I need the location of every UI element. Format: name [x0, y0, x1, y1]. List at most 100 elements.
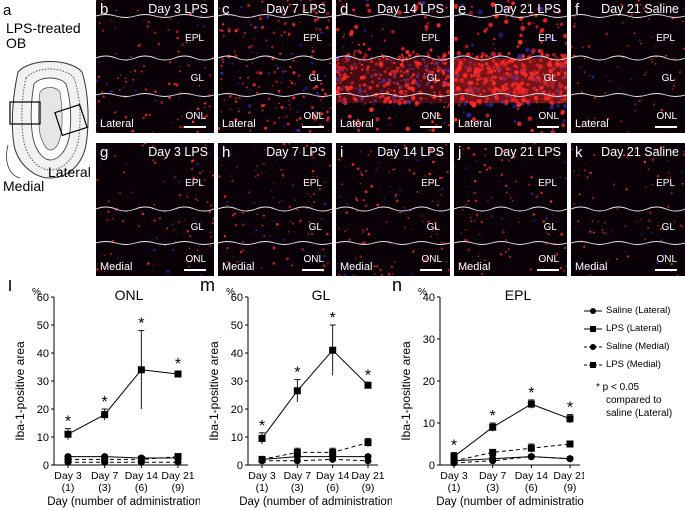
micrograph-image: [218, 0, 332, 133]
layer-label-epl: EPL: [185, 178, 204, 189]
data-point: [450, 453, 458, 461]
micrograph-d: d Day 14 LPS EPL GL ONL Lateral: [336, 0, 450, 133]
micrograph-image: [336, 144, 450, 276]
scale-bar: [655, 269, 677, 271]
data-point: [174, 453, 182, 461]
x-tick-sublabel: (3): [98, 482, 111, 494]
x-tick-sublabel: (9): [172, 482, 185, 494]
layer-label-onl: ONL: [538, 254, 559, 265]
data-point: [566, 455, 574, 463]
x-tick-label: Day 7: [284, 470, 312, 482]
y-tick-label: 40: [37, 348, 49, 360]
y-tick-label: 60: [37, 292, 49, 304]
data-point: [64, 455, 72, 463]
y-tick-label: 60: [231, 292, 243, 304]
data-point: [527, 453, 535, 461]
y-tick-label: 40: [231, 348, 243, 360]
layer-label-gl: GL: [308, 222, 322, 233]
data-point: [527, 444, 535, 452]
micrograph-j: j Day 21 LPS EPL GL ONL Medial: [454, 143, 567, 276]
schematic-title-2: OB: [6, 35, 27, 51]
tile-letter: i: [340, 144, 344, 161]
x-tick-sublabel: (1): [256, 482, 269, 494]
scale-bar: [655, 126, 677, 128]
y-axis-label: Iba-1-positive area: [13, 341, 27, 441]
chart-title: ONL: [115, 287, 144, 303]
micrograph-f: f Day 21 Saline EPL GL ONL Lateral: [571, 0, 685, 133]
data-point: [329, 455, 337, 463]
layer-label-onl: ONL: [185, 254, 206, 265]
tile-letter: e: [458, 1, 467, 18]
layer-label-gl: GL: [190, 72, 204, 84]
y-unit: %: [32, 287, 41, 298]
data-point: [137, 366, 145, 374]
y-unit: %: [418, 287, 427, 298]
layer-label-gl: GL: [190, 222, 204, 233]
x-axis-label: Day (number of administrations): [239, 496, 392, 508]
series-line: [453, 443, 571, 462]
x-tick-sublabel: (6): [326, 482, 339, 494]
data-point: [364, 457, 372, 465]
significance-star: *: [294, 365, 300, 382]
scale-bar: [302, 126, 324, 128]
region-label: Lateral: [575, 118, 609, 130]
scale-bar: [184, 269, 206, 271]
tile-letter: f: [575, 1, 580, 18]
data-point: [566, 415, 574, 423]
layer-label-onl: ONL: [303, 111, 324, 122]
layer-label-gl: GL: [543, 222, 557, 233]
significance-star: *: [102, 394, 108, 411]
tile-letter: j: [458, 144, 462, 161]
micrograph-image: [454, 0, 567, 133]
chart-l: 0 10 20 30 40 50 60 Day 3(1) Day 7(3) Day 14(6) Da…: [8, 280, 200, 508]
micrograph-image: [96, 143, 214, 276]
data-point: [101, 455, 109, 463]
significance-note-3: saline (Lateral): [606, 408, 673, 419]
tile-title: Day 14 LPS: [377, 145, 444, 159]
chart-n: 0 10 20 30 40 Day 3(1) Day 7(3) Day 14(6) Day 21…: [392, 280, 584, 508]
data-point: [101, 411, 109, 419]
x-tick-sublabel: (6): [135, 482, 148, 494]
significance-star: *: [330, 310, 336, 327]
micrograph-c: c Day 7 LPS EPL GL ONL Lateral: [218, 0, 332, 133]
x-tick-sublabel: (9): [362, 482, 375, 494]
region-label: Medial: [100, 261, 133, 273]
schematic-label-lateral: Lateral: [48, 164, 91, 180]
x-tick-label: Day 14: [515, 470, 548, 482]
legend-item-lps-lateral: LPS (Lateral): [606, 323, 662, 334]
y-tick-label: 20: [423, 376, 435, 388]
data-point: [364, 381, 372, 389]
tile-letter: d: [340, 1, 349, 18]
legend-item-saline-medial: Saline (Medial): [606, 341, 670, 352]
series-line: [261, 456, 368, 460]
x-tick-label: Day 21: [553, 470, 584, 482]
layer-label-epl: EPL: [303, 178, 322, 189]
micrograph-image: [336, 0, 450, 133]
tile-letter: g: [100, 144, 109, 161]
significance-star: *: [175, 356, 181, 373]
significance-star: *: [490, 408, 496, 425]
region-label: Medial: [222, 261, 255, 273]
y-axis-label: Iba-1-positive area: [207, 341, 221, 441]
micrograph-image: [571, 0, 685, 133]
legend-item-saline-lateral: Saline (Lateral): [606, 305, 671, 316]
significance-star: *: [65, 414, 71, 431]
data-point: [174, 458, 182, 466]
x-tick-label: Day 14: [316, 470, 349, 482]
layer-label-gl: GL: [661, 222, 675, 233]
y-tick-label: 30: [231, 376, 243, 388]
x-axis-label: Day (number of administrations): [436, 496, 584, 508]
layer-label-gl: GL: [661, 72, 675, 84]
layer-label-epl: EPL: [656, 178, 675, 189]
series-line: [453, 456, 571, 462]
tile-title: Day 21 LPS: [494, 145, 561, 159]
y-unit: %: [226, 287, 235, 298]
micrograph-image: [571, 145, 685, 276]
x-tick-label: Day 3: [54, 470, 82, 482]
scale-bar: [302, 269, 324, 271]
tile-letter: h: [222, 144, 231, 161]
data-point: [489, 457, 497, 465]
data-point: [293, 387, 301, 395]
significance-star: *: [451, 437, 457, 454]
layer-label-onl: ONL: [185, 111, 206, 122]
